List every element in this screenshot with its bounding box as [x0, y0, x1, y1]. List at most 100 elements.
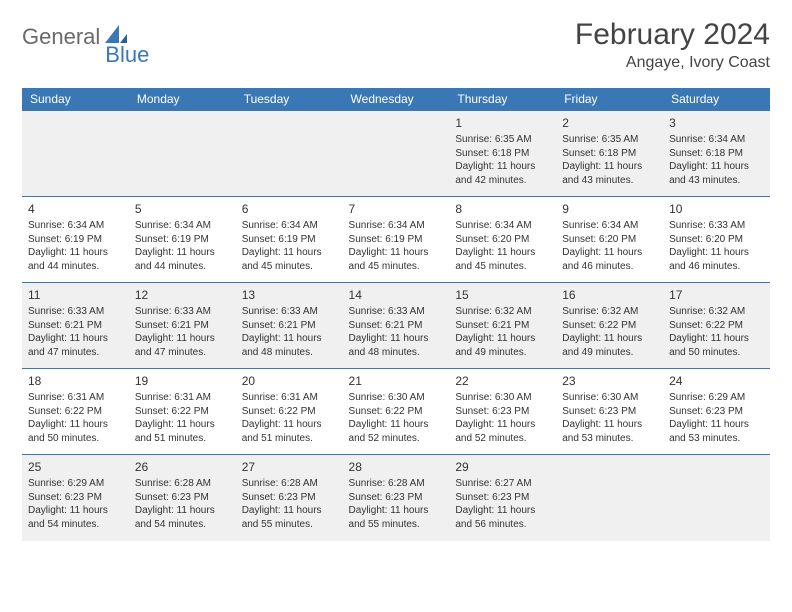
sunset-line: Sunset: 6:20 PM [669, 233, 764, 247]
calendar-day-cell: 11Sunrise: 6:33 AMSunset: 6:21 PMDayligh… [22, 283, 129, 369]
calendar-empty-cell [663, 455, 770, 541]
calendar-empty-cell [22, 111, 129, 197]
calendar-day-cell: 1Sunrise: 6:35 AMSunset: 6:18 PMDaylight… [449, 111, 556, 197]
calendar-day-cell: 7 Sunrise: 6:34 AMSunset: 6:19 PMDaylight… [343, 197, 450, 283]
day-number: 27 [242, 459, 337, 475]
daylight-line: Daylight: 11 hours and 52 minutes. [349, 418, 444, 445]
sunrise-line: Sunrise: 6:29 AM [669, 391, 764, 405]
title-block: February 2024 Angaye, Ivory Coast [575, 18, 770, 72]
calendar-day-cell: 26Sunrise: 6:28 AMSunset: 6:23 PMDayligh… [129, 455, 236, 541]
sunset-line: Sunset: 6:19 PM [135, 233, 230, 247]
daylight-line: Daylight: 11 hours and 51 minutes. [135, 418, 230, 445]
sunset-line: Sunset: 6:19 PM [242, 233, 337, 247]
sunset-line: Sunset: 6:21 PM [28, 319, 123, 333]
sunrise-line: Sunrise: 6:32 AM [669, 305, 764, 319]
calendar-week-row: 25Sunrise: 6:29 AMSunset: 6:23 PMDayligh… [22, 455, 770, 541]
calendar-day-cell: 4Sunrise: 6:34 AMSunset: 6:19 PMDaylight… [22, 197, 129, 283]
calendar-day-cell: 12Sunrise: 6:33 AMSunset: 6:21 PMDayligh… [129, 283, 236, 369]
day-number: 1 [455, 115, 550, 131]
weekday-header: Wednesday [343, 88, 450, 111]
sunrise-line: Sunrise: 6:33 AM [135, 305, 230, 319]
daylight-line: Daylight: 11 hours and 53 minutes. [669, 418, 764, 445]
sunrise-line: Sunrise: 6:30 AM [349, 391, 444, 405]
calendar-day-cell: 28Sunrise: 6:28 AMSunset: 6:23 PMDayligh… [343, 455, 450, 541]
day-number: 15 [455, 287, 550, 303]
day-number: 10 [669, 201, 764, 217]
daylight-line: Daylight: 11 hours and 51 minutes. [242, 418, 337, 445]
calendar-day-cell: 9Sunrise: 6:34 AMSunset: 6:20 PMDaylight… [556, 197, 663, 283]
day-number: 2 [562, 115, 657, 131]
sunrise-line: Sunrise: 6:34 AM [455, 219, 550, 233]
day-number: 16 [562, 287, 657, 303]
calendar-day-cell: 8Sunrise: 6:34 AMSunset: 6:20 PMDaylight… [449, 197, 556, 283]
sunrise-line: Sunrise: 6:28 AM [242, 477, 337, 491]
sunset-line: Sunset: 6:20 PM [455, 233, 550, 247]
weekday-header: Saturday [663, 88, 770, 111]
sunrise-line: Sunrise: 6:35 AM [562, 133, 657, 147]
calendar-week-row: 1Sunrise: 6:35 AMSunset: 6:18 PMDaylight… [22, 111, 770, 197]
day-number: 19 [135, 373, 230, 389]
sunset-line: Sunset: 6:22 PM [28, 405, 123, 419]
calendar-empty-cell [556, 455, 663, 541]
day-number: 7 [349, 201, 444, 217]
daylight-line: Daylight: 11 hours and 56 minutes. [455, 504, 550, 531]
sunset-line: Sunset: 6:22 PM [135, 405, 230, 419]
calendar-day-cell: 27Sunrise: 6:28 AMSunset: 6:23 PMDayligh… [236, 455, 343, 541]
day-number: 11 [28, 287, 123, 303]
sunset-line: Sunset: 6:22 PM [562, 319, 657, 333]
calendar-day-cell: 14Sunrise: 6:33 AMSunset: 6:21 PMDayligh… [343, 283, 450, 369]
sunset-line: Sunset: 6:23 PM [28, 491, 123, 505]
daylight-line: Daylight: 11 hours and 55 minutes. [242, 504, 337, 531]
calendar-day-cell: 16Sunrise: 6:32 AMSunset: 6:22 PMDayligh… [556, 283, 663, 369]
calendar-day-cell: 18Sunrise: 6:31 AMSunset: 6:22 PMDayligh… [22, 369, 129, 455]
day-number: 4 [28, 201, 123, 217]
sunset-line: Sunset: 6:21 PM [242, 319, 337, 333]
day-number: 20 [242, 373, 337, 389]
sunset-line: Sunset: 6:18 PM [562, 147, 657, 161]
sunset-line: Sunset: 6:19 PM [349, 233, 444, 247]
sunrise-line: Sunrise: 6:34 AM [135, 219, 230, 233]
sunrise-line: Sunrise: 6:34 AM [349, 219, 444, 233]
daylight-line: Daylight: 11 hours and 55 minutes. [349, 504, 444, 531]
day-number: 23 [562, 373, 657, 389]
day-number: 12 [135, 287, 230, 303]
sunrise-line: Sunrise: 6:31 AM [242, 391, 337, 405]
logo-text-general: General [22, 24, 100, 50]
sunrise-line: Sunrise: 6:34 AM [28, 219, 123, 233]
weekday-header: Monday [129, 88, 236, 111]
page-title: February 2024 [575, 18, 770, 52]
calendar-day-cell: 21Sunrise: 6:30 AMSunset: 6:22 PMDayligh… [343, 369, 450, 455]
sunset-line: Sunset: 6:21 PM [455, 319, 550, 333]
sunrise-line: Sunrise: 6:32 AM [562, 305, 657, 319]
daylight-line: Daylight: 11 hours and 47 minutes. [135, 332, 230, 359]
sunrise-line: Sunrise: 6:33 AM [242, 305, 337, 319]
weekday-header: Friday [556, 88, 663, 111]
calendar-day-cell: 23Sunrise: 6:30 AMSunset: 6:23 PMDayligh… [556, 369, 663, 455]
sunset-line: Sunset: 6:22 PM [242, 405, 337, 419]
day-number: 3 [669, 115, 764, 131]
day-number: 18 [28, 373, 123, 389]
day-number: 29 [455, 459, 550, 475]
calendar-day-cell: 24Sunrise: 6:29 AMSunset: 6:23 PMDayligh… [663, 369, 770, 455]
sunset-line: Sunset: 6:21 PM [349, 319, 444, 333]
daylight-line: Daylight: 11 hours and 43 minutes. [669, 160, 764, 187]
calendar-day-cell: 13Sunrise: 6:33 AMSunset: 6:21 PMDayligh… [236, 283, 343, 369]
daylight-line: Daylight: 11 hours and 52 minutes. [455, 418, 550, 445]
calendar-day-cell: 5Sunrise: 6:34 AMSunset: 6:19 PMDaylight… [129, 197, 236, 283]
calendar-day-cell: 6Sunrise: 6:34 AMSunset: 6:19 PMDaylight… [236, 197, 343, 283]
calendar-week-row: 4Sunrise: 6:34 AMSunset: 6:19 PMDaylight… [22, 197, 770, 283]
sunset-line: Sunset: 6:23 PM [135, 491, 230, 505]
sunset-line: Sunset: 6:20 PM [562, 233, 657, 247]
day-number: 6 [242, 201, 337, 217]
weekday-header: Tuesday [236, 88, 343, 111]
sunset-line: Sunset: 6:18 PM [455, 147, 550, 161]
location: Angaye, Ivory Coast [575, 54, 770, 72]
daylight-line: Daylight: 11 hours and 45 minutes. [349, 246, 444, 273]
calendar-week-row: 11Sunrise: 6:33 AMSunset: 6:21 PMDayligh… [22, 283, 770, 369]
sunset-line: Sunset: 6:23 PM [349, 491, 444, 505]
day-number: 25 [28, 459, 123, 475]
sunrise-line: Sunrise: 6:34 AM [242, 219, 337, 233]
sunrise-line: Sunrise: 6:28 AM [349, 477, 444, 491]
sunrise-line: Sunrise: 6:32 AM [455, 305, 550, 319]
day-number: 22 [455, 373, 550, 389]
